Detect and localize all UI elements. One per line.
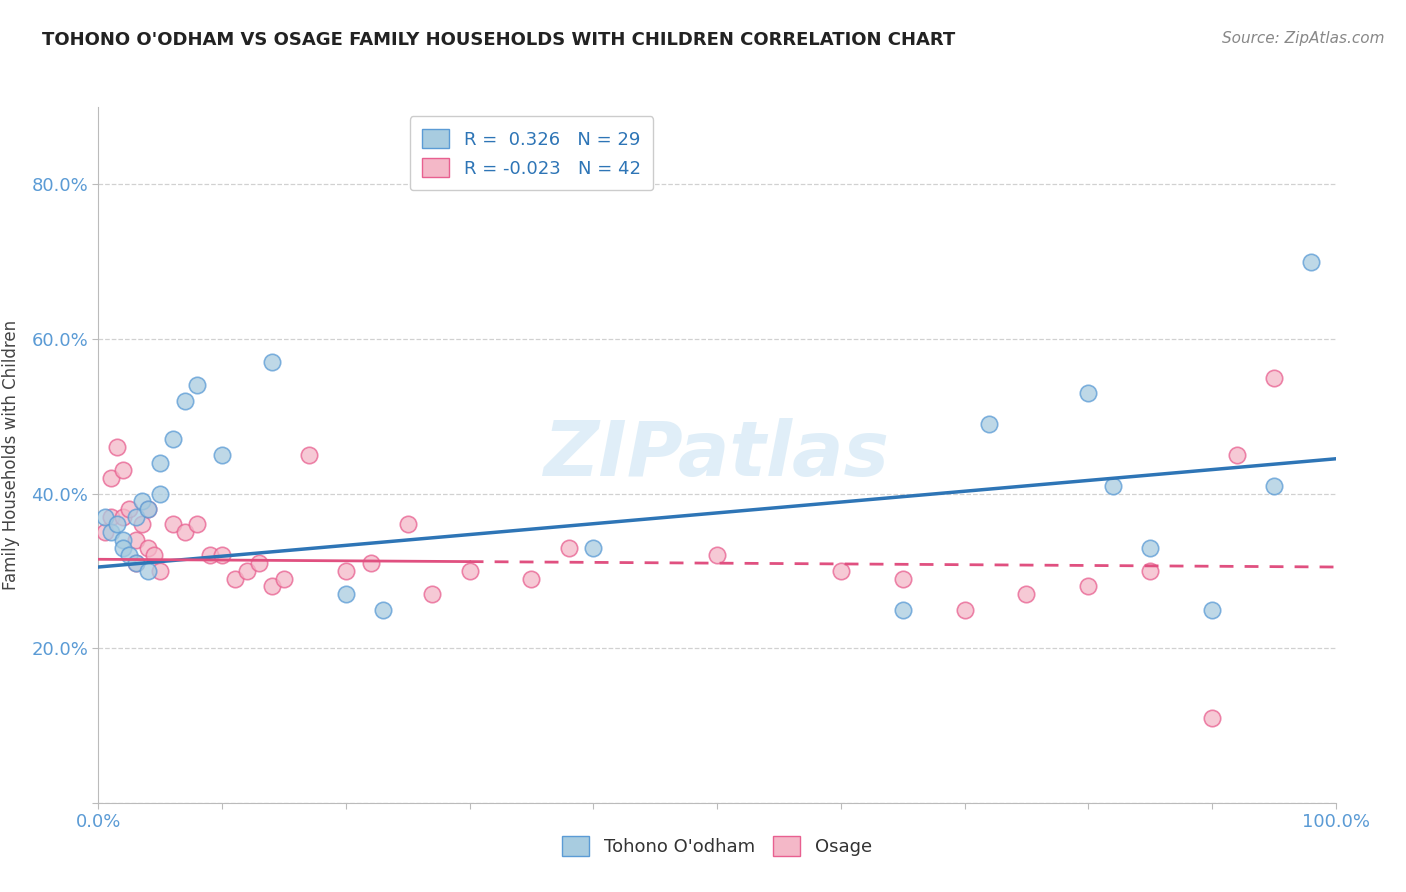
Point — [1102, 479, 1125, 493]
Point — [520, 572, 543, 586]
Point — [131, 494, 153, 508]
Point — [100, 471, 122, 485]
Point — [112, 463, 135, 477]
Point — [162, 517, 184, 532]
Point — [124, 533, 146, 547]
Point — [124, 509, 146, 524]
Point — [224, 572, 246, 586]
Point — [273, 572, 295, 586]
Point — [236, 564, 259, 578]
Point — [211, 448, 233, 462]
Point — [143, 549, 166, 563]
Point — [211, 549, 233, 563]
Point — [260, 579, 283, 593]
Point — [124, 556, 146, 570]
Point — [136, 541, 159, 555]
Point — [396, 517, 419, 532]
Point — [1263, 370, 1285, 384]
Point — [1015, 587, 1038, 601]
Point — [1139, 541, 1161, 555]
Y-axis label: Family Households with Children: Family Households with Children — [1, 320, 20, 590]
Point — [1226, 448, 1249, 462]
Point — [118, 502, 141, 516]
Point — [335, 587, 357, 601]
Point — [186, 517, 208, 532]
Point — [105, 440, 128, 454]
Point — [557, 541, 579, 555]
Point — [706, 549, 728, 563]
Point — [112, 509, 135, 524]
Point — [118, 549, 141, 563]
Point — [112, 541, 135, 555]
Point — [1201, 711, 1223, 725]
Point — [891, 572, 914, 586]
Point — [124, 556, 146, 570]
Point — [335, 564, 357, 578]
Point — [136, 564, 159, 578]
Legend: Tohono O'odham, Osage: Tohono O'odham, Osage — [555, 829, 879, 863]
Point — [174, 525, 197, 540]
Point — [186, 378, 208, 392]
Point — [371, 602, 394, 616]
Point — [247, 556, 270, 570]
Point — [260, 355, 283, 369]
Point — [1077, 386, 1099, 401]
Point — [582, 541, 605, 555]
Point — [360, 556, 382, 570]
Point — [149, 564, 172, 578]
Point — [112, 533, 135, 547]
Point — [131, 517, 153, 532]
Point — [100, 525, 122, 540]
Point — [105, 517, 128, 532]
Point — [174, 393, 197, 408]
Point — [1139, 564, 1161, 578]
Point — [100, 509, 122, 524]
Point — [458, 564, 481, 578]
Point — [891, 602, 914, 616]
Point — [136, 502, 159, 516]
Text: TOHONO O'ODHAM VS OSAGE FAMILY HOUSEHOLDS WITH CHILDREN CORRELATION CHART: TOHONO O'ODHAM VS OSAGE FAMILY HOUSEHOLD… — [42, 31, 956, 49]
Point — [136, 502, 159, 516]
Text: Source: ZipAtlas.com: Source: ZipAtlas.com — [1222, 31, 1385, 46]
Point — [1201, 602, 1223, 616]
Point — [162, 433, 184, 447]
Point — [1077, 579, 1099, 593]
Point — [93, 509, 115, 524]
Point — [953, 602, 976, 616]
Point — [1299, 254, 1322, 268]
Text: ZIPatlas: ZIPatlas — [544, 418, 890, 491]
Point — [422, 587, 444, 601]
Point — [149, 456, 172, 470]
Point — [149, 486, 172, 500]
Point — [93, 525, 115, 540]
Point — [830, 564, 852, 578]
Point — [198, 549, 221, 563]
Point — [1263, 479, 1285, 493]
Point — [298, 448, 321, 462]
Point — [979, 417, 1001, 431]
